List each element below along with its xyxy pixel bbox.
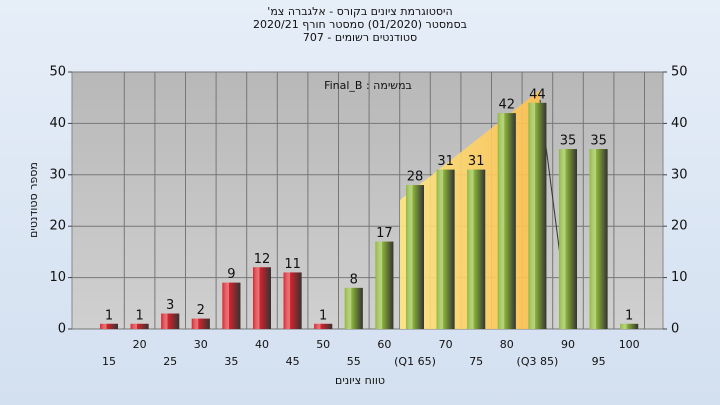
- bar: [283, 272, 302, 329]
- x-tick-label: 30: [194, 338, 208, 351]
- y2-tick-label: 20: [671, 219, 688, 234]
- bar: [375, 241, 394, 329]
- bar: [191, 318, 210, 329]
- bar: [222, 282, 241, 329]
- bar: [161, 313, 180, 329]
- x-tick-label: 100: [619, 338, 640, 351]
- x-tick-label: 70: [439, 338, 453, 351]
- x-tick-label: (Q3 85): [517, 355, 559, 368]
- y-tick-label: 30: [49, 167, 66, 182]
- x-axis-label: טווח ציונים: [335, 374, 385, 387]
- x-tick-label: (Q1 65): [394, 355, 436, 368]
- chart-title: היסטוגרמת ציונים בקורס - אלגברה צמ': [267, 5, 452, 18]
- data-label: 44: [529, 87, 546, 102]
- x-tick-label: 95: [592, 355, 606, 368]
- bar: [406, 185, 424, 329]
- data-label: 42: [499, 98, 516, 113]
- y-axis-label: מספר סטודנטים: [27, 162, 40, 238]
- y2-tick-label: 0: [671, 322, 679, 337]
- data-label: 9: [227, 267, 235, 282]
- x-tick-label: 45: [286, 355, 300, 368]
- y-tick-label: 0: [58, 322, 66, 337]
- data-label: 35: [590, 134, 607, 149]
- data-label: 2: [197, 303, 205, 318]
- bar: [559, 149, 577, 329]
- data-label: 1: [319, 308, 327, 323]
- data-label: 28: [407, 170, 424, 185]
- data-label: 31: [468, 154, 485, 169]
- y2-tick-label: 40: [671, 116, 688, 131]
- data-label: 11: [284, 257, 301, 272]
- y-tick-label: 50: [49, 65, 66, 80]
- data-label: 1: [105, 308, 113, 323]
- data-label: 3: [166, 298, 174, 313]
- data-label: 17: [376, 226, 393, 241]
- x-tick-label: 25: [163, 355, 177, 368]
- y-tick-label: 10: [49, 270, 66, 285]
- x-tick-label: 50: [316, 338, 330, 351]
- x-tick-label: 60: [377, 338, 391, 351]
- y2-tick-label: 30: [671, 167, 688, 182]
- bar: [130, 323, 149, 329]
- bar: [314, 323, 333, 329]
- x-tick-label: 35: [224, 355, 238, 368]
- data-label: 12: [254, 252, 271, 267]
- bar: [253, 267, 271, 329]
- data-label: 1: [135, 308, 143, 323]
- bar: [467, 169, 486, 329]
- x-tick-label: 90: [561, 338, 575, 351]
- x-tick-label: 15: [102, 355, 116, 368]
- data-label: 8: [350, 272, 358, 287]
- annotation: במשימה : Final_B: [324, 79, 412, 92]
- y-tick-label: 40: [49, 116, 66, 131]
- x-tick-label: 40: [255, 338, 269, 351]
- x-tick-label: 55: [347, 355, 361, 368]
- bar: [100, 323, 118, 329]
- bar: [497, 113, 516, 330]
- bar: [528, 102, 547, 329]
- y2-tick-label: 10: [671, 270, 688, 285]
- chart-subtitle: בסמסטר (01/2020) סמסטר חורף 2020/21: [253, 18, 467, 31]
- y-tick-label: 20: [49, 219, 66, 234]
- data-label: 35: [560, 134, 577, 149]
- x-tick-label: 75: [469, 355, 483, 368]
- chart-subtitle: סטודנטים רשומים - 707: [303, 31, 417, 44]
- bar: [436, 169, 455, 329]
- bar: [620, 323, 639, 329]
- bar: [589, 149, 608, 329]
- y2-tick-label: 50: [671, 65, 688, 80]
- bar: [344, 287, 363, 329]
- data-label: 1: [625, 308, 633, 323]
- x-tick-label: 80: [500, 338, 514, 351]
- data-label: 31: [437, 154, 454, 169]
- x-tick-label: 20: [133, 338, 147, 351]
